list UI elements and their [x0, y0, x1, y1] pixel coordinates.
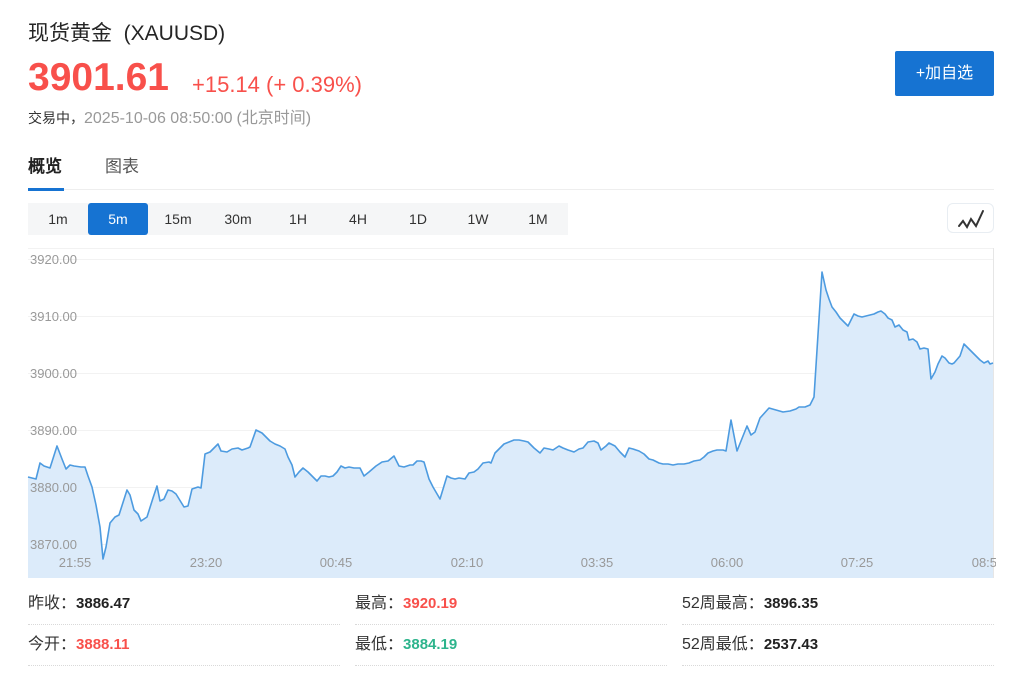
svg-text:3920.00: 3920.00 [30, 252, 77, 267]
svg-text:06:00: 06:00 [711, 555, 744, 570]
svg-text:3890.00: 3890.00 [30, 423, 77, 438]
svg-text:07:25: 07:25 [841, 555, 874, 570]
svg-text:03:35: 03:35 [581, 555, 614, 570]
svg-text:02:10: 02:10 [451, 555, 484, 570]
svg-text:21:55: 21:55 [59, 555, 92, 570]
svg-text:3910.00: 3910.00 [30, 309, 77, 324]
svg-text:3880.00: 3880.00 [30, 480, 77, 495]
svg-text:00:45: 00:45 [320, 555, 353, 570]
svg-text:3900.00: 3900.00 [30, 366, 77, 381]
svg-text:23:20: 23:20 [190, 555, 223, 570]
svg-text:08:50: 08:50 [972, 555, 1005, 570]
svg-text:3870.00: 3870.00 [30, 537, 77, 552]
